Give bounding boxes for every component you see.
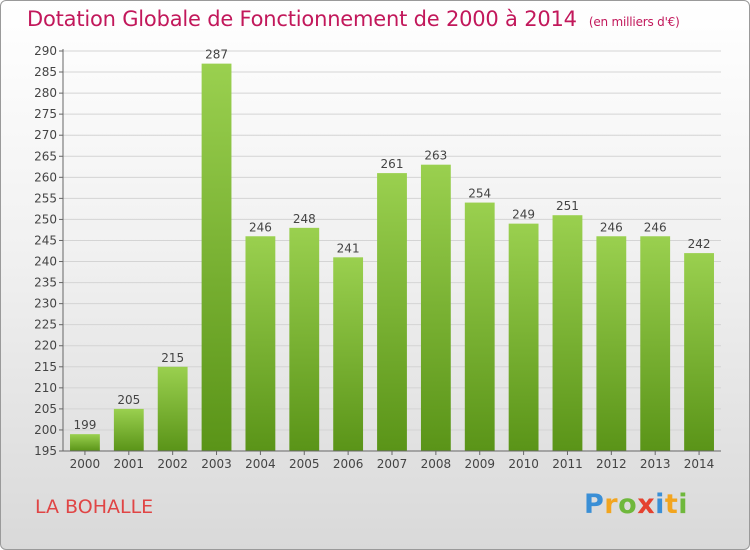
bar-value-label: 241 bbox=[337, 241, 360, 255]
bar bbox=[552, 215, 583, 451]
bar bbox=[289, 227, 320, 451]
x-axis: 2000 2001 2002 2003 2004 2005 2006 2007 2008 2009… bbox=[63, 450, 721, 471]
y-tick-label: 280 bbox=[34, 86, 57, 100]
y-tick-label: 250 bbox=[34, 212, 57, 226]
y-tick-label: 290 bbox=[34, 44, 57, 58]
y-tick-label: 205 bbox=[34, 402, 57, 416]
x-tick-label: 2006 bbox=[333, 457, 364, 471]
y-tick-label: 255 bbox=[34, 191, 57, 205]
y-tick-label: 210 bbox=[34, 381, 57, 395]
commune-name: LA BOHALLE bbox=[35, 496, 154, 518]
x-tick-label: 2008 bbox=[421, 457, 452, 471]
y-tick-label: 265 bbox=[34, 149, 57, 163]
bar-value-label: 199 bbox=[73, 418, 96, 432]
x-tick-label: 2001 bbox=[114, 457, 145, 471]
logo-letter: r bbox=[604, 489, 619, 520]
bar bbox=[596, 236, 627, 451]
y-tick-label: 195 bbox=[34, 444, 57, 458]
x-tick-label: 2012 bbox=[596, 457, 627, 471]
y-tick-label: 245 bbox=[34, 233, 57, 247]
bar-value-label: 261 bbox=[381, 157, 404, 171]
y-tick-label: 260 bbox=[34, 170, 57, 184]
bar-value-label: 246 bbox=[600, 220, 623, 234]
bar-value-label: 249 bbox=[512, 208, 535, 222]
bar bbox=[508, 223, 539, 451]
x-tick-label: 2013 bbox=[640, 457, 671, 471]
x-tick-label: 2000 bbox=[70, 457, 101, 471]
x-tick-label: 2004 bbox=[245, 457, 276, 471]
bar-value-label: 246 bbox=[644, 220, 667, 234]
y-axis: 195 200 205 210 215 220 225 230 235 240 245 250 255 2… bbox=[34, 44, 64, 458]
x-tick-label: 2010 bbox=[508, 457, 539, 471]
x-tick-label: 2005 bbox=[289, 457, 320, 471]
bar bbox=[245, 236, 276, 451]
bar-value-label: 205 bbox=[117, 393, 140, 407]
y-tick-label: 230 bbox=[34, 297, 57, 311]
bar bbox=[113, 408, 144, 451]
y-tick-label: 225 bbox=[34, 318, 57, 332]
x-tick-label: 2003 bbox=[201, 457, 232, 471]
x-tick-label: 2002 bbox=[157, 457, 188, 471]
x-tick-label: 2014 bbox=[684, 457, 715, 471]
x-tick-label: 2011 bbox=[552, 457, 583, 471]
bar bbox=[640, 236, 671, 451]
bar bbox=[377, 173, 407, 451]
y-tick-label: 200 bbox=[34, 423, 57, 437]
y-tick-label: 275 bbox=[34, 107, 57, 121]
bar-value-label: 248 bbox=[293, 212, 316, 226]
bar bbox=[684, 253, 714, 451]
y-tick-label: 270 bbox=[34, 128, 57, 142]
logo-letter: i bbox=[678, 489, 689, 520]
chart-subtitle: (en milliers d'€) bbox=[588, 15, 680, 29]
y-tick-label: 240 bbox=[34, 255, 57, 269]
bar bbox=[157, 366, 188, 451]
bar bbox=[464, 202, 495, 451]
chart-title: Dotation Globale de Fonctionnement de 20… bbox=[27, 7, 680, 31]
logo-letter: t bbox=[664, 489, 679, 520]
bar-value-label: 254 bbox=[468, 187, 491, 201]
bar-value-label: 215 bbox=[161, 351, 184, 365]
bar-value-label: 287 bbox=[205, 48, 228, 62]
bar bbox=[333, 257, 364, 451]
y-tick-label: 215 bbox=[34, 360, 57, 374]
bar bbox=[201, 63, 232, 451]
x-tick-label: 2007 bbox=[377, 457, 408, 471]
logo-letter: i bbox=[655, 489, 665, 520]
y-tick-label: 235 bbox=[34, 276, 57, 290]
logo-letter: P bbox=[584, 489, 605, 520]
logo-letter: x bbox=[637, 489, 656, 520]
bar-value-label: 251 bbox=[556, 199, 579, 213]
bars: 199 205 215 287 246 248 241 261 263 254 249 251 246 2… bbox=[70, 48, 714, 451]
bar-value-label: 242 bbox=[688, 237, 711, 251]
bar-value-label: 263 bbox=[424, 149, 447, 163]
x-tick-label: 2009 bbox=[464, 457, 495, 471]
logo-letter: o bbox=[618, 489, 638, 520]
y-tick-label: 285 bbox=[34, 65, 57, 79]
proxiti-logo[interactable]: Proxiti bbox=[584, 489, 688, 520]
bar bbox=[420, 164, 451, 451]
y-tick-label: 220 bbox=[34, 339, 57, 353]
bar bbox=[70, 434, 100, 451]
bar-value-label: 246 bbox=[249, 220, 272, 234]
